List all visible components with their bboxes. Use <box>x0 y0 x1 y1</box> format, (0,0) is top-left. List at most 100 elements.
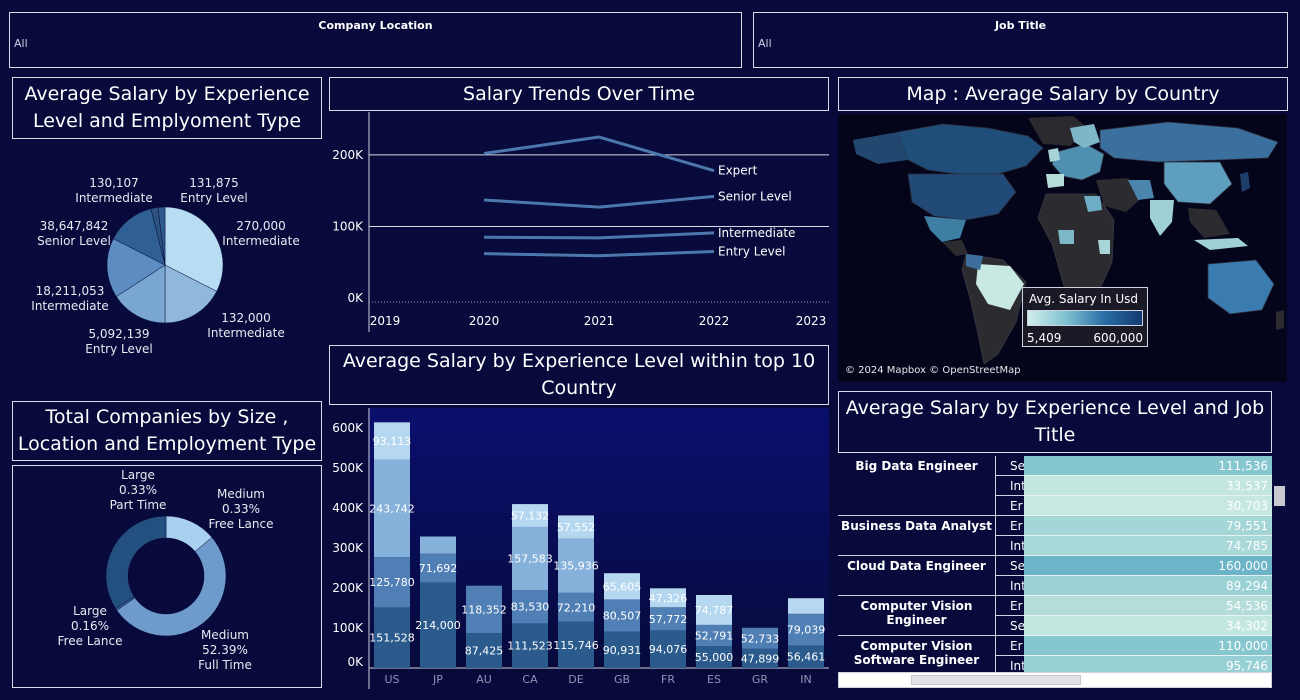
bar-data-label: 47,326 <box>649 592 688 605</box>
job-title-filter[interactable]: Job Title All <box>753 12 1288 68</box>
bar-segment[interactable] <box>420 582 456 668</box>
line-series-1[interactable] <box>483 194 715 209</box>
bar-x-tick-4: DE <box>568 673 583 686</box>
pie-label-1: 132,000 Intermediate <box>207 311 285 340</box>
company-location-filter[interactable]: Company Location All <box>9 12 742 68</box>
pie-slice-2[interactable] <box>116 264 166 324</box>
map-russia <box>1099 121 1279 163</box>
bar-segment[interactable] <box>374 607 410 668</box>
bar-segment[interactable] <box>650 607 686 631</box>
bar-segment[interactable] <box>650 630 686 668</box>
table-row-level: Se <box>995 556 1024 576</box>
bar-segment[interactable] <box>466 633 502 668</box>
pie-slice-3[interactable] <box>106 238 166 297</box>
line-panel-title: Salary Trends Over Time <box>329 77 829 111</box>
bar-segment[interactable] <box>512 526 548 590</box>
company-location-filter-value[interactable]: All <box>14 37 28 50</box>
bar-segment[interactable] <box>696 646 732 668</box>
table-row-value: 30,703 <box>1024 496 1272 516</box>
table-row[interactable]: Er 54,536 <box>995 596 1272 616</box>
donut-label-0: Medium 0.33% Free Lance <box>208 487 274 531</box>
bar-segment[interactable] <box>788 598 824 614</box>
map-attribution[interactable]: © 2024 Mapbox © OpenStreetMap <box>845 365 1021 376</box>
donut-label-1: Medium 52.39% Full Time <box>198 628 252 672</box>
bar-segment[interactable] <box>374 422 410 460</box>
table-row[interactable]: Int95,746 <box>995 656 1272 672</box>
bar-segment[interactable] <box>420 553 456 583</box>
bar-x-tick-0: US <box>384 673 399 686</box>
bar-segment[interactable] <box>374 557 410 608</box>
bar-x-tick-3: CA <box>522 673 538 686</box>
table-horizontal-scrollbar-thumb[interactable] <box>911 675 1081 685</box>
bar-segment[interactable] <box>788 645 824 668</box>
bar-segment[interactable] <box>742 627 778 649</box>
table-row-value: 33,537 <box>1024 476 1272 496</box>
map-egypt <box>1084 196 1102 212</box>
donut-segment-3[interactable] <box>105 515 167 610</box>
bar-x-tick-1: JP <box>432 673 443 686</box>
pie-slice-0[interactable] <box>164 206 224 292</box>
table-row-value: 110,000 <box>1024 636 1272 656</box>
bar-data-label: 55,000 <box>695 651 734 664</box>
table-row[interactable]: Int89,294 <box>995 576 1272 596</box>
bar-segment[interactable] <box>558 538 594 593</box>
table-row[interactable]: Se 34,302 <box>995 616 1272 636</box>
table-row-level: Int <box>995 536 1024 556</box>
table-row-level: Int <box>995 656 1024 672</box>
bar-segment[interactable] <box>466 585 502 634</box>
line-y-tick-1: 100K <box>332 219 364 233</box>
bar-data-label: 94,076 <box>649 643 688 656</box>
bar-segment[interactable] <box>512 623 548 668</box>
table-row[interactable]: Int74,785 <box>995 536 1272 556</box>
line-series-label-1: Senior Level <box>718 189 792 203</box>
table-row-level: Se <box>995 456 1024 476</box>
bar-data-label: 125,780 <box>369 576 415 589</box>
table-group-label: Cloud Data Engineer <box>847 559 986 573</box>
table-row[interactable]: Er 30,703 <box>995 496 1272 516</box>
bar-chart: 600K 500K 400K 300K 200K 100K 0K 151,528 125,780… <box>332 408 829 689</box>
bar-segment[interactable] <box>558 621 594 668</box>
donut-label-2: Large 0.16% Free Lance <box>57 604 123 648</box>
pie-label-2: 5,092,139 Entry Level <box>85 327 153 356</box>
bar-segment[interactable] <box>742 648 778 668</box>
line-series-2[interactable] <box>483 231 715 240</box>
pie-label-3: 18,211,053 Intermediate <box>31 284 109 313</box>
line-series-label-3: Entry Level <box>718 245 785 259</box>
line-series-label-0: Expert <box>718 164 758 178</box>
bar-data-label: 151,528 <box>369 632 415 645</box>
table-row[interactable]: Se 111,536 <box>995 456 1272 476</box>
table-row[interactable]: Se 160,000 <box>995 556 1272 576</box>
bar-segment[interactable] <box>558 592 594 622</box>
bar-x-tick-5: GB <box>614 673 630 686</box>
table-row[interactable]: Er 110,000 <box>995 636 1272 656</box>
pie-slice-1[interactable] <box>164 264 218 324</box>
bar-segment[interactable] <box>604 631 640 668</box>
bar-segment[interactable] <box>650 588 686 608</box>
bar-segment[interactable] <box>512 589 548 624</box>
bar-segment[interactable] <box>604 573 640 600</box>
table-horizontal-scrollbar[interactable] <box>838 672 1272 688</box>
world-map[interactable]: Avg. Salary In Usd 5,409 600,000 © 2024 … <box>838 114 1287 382</box>
table-row[interactable]: Er 79,551 <box>995 516 1272 536</box>
line-series-3[interactable] <box>483 250 715 258</box>
bar-segment[interactable] <box>696 624 732 646</box>
map-alaska <box>853 132 908 164</box>
bar-data-label: 214,000 <box>415 619 461 632</box>
bar-segment[interactable] <box>512 504 548 527</box>
bar-data-label: 87,425 <box>465 645 504 658</box>
job-title-filter-value[interactable]: All <box>758 37 772 50</box>
bar-data-label: 74,787 <box>695 604 734 617</box>
bar-segment[interactable] <box>604 599 640 632</box>
bar-segment[interactable] <box>558 515 594 539</box>
bar-segment[interactable] <box>788 613 824 646</box>
pie-slice-6[interactable] <box>157 206 166 266</box>
bar-segment[interactable] <box>420 536 456 554</box>
table-vertical-scrollbar[interactable] <box>1272 456 1287 672</box>
line-series-0[interactable] <box>483 135 715 173</box>
bar-segment[interactable] <box>696 594 732 625</box>
table-vertical-scrollbar-thumb[interactable] <box>1274 486 1285 506</box>
table-row[interactable]: Int33,537 <box>995 476 1272 496</box>
bar-segment[interactable] <box>374 459 410 558</box>
table-row-level: Er <box>995 636 1024 656</box>
donut-segment-1[interactable] <box>116 537 227 637</box>
